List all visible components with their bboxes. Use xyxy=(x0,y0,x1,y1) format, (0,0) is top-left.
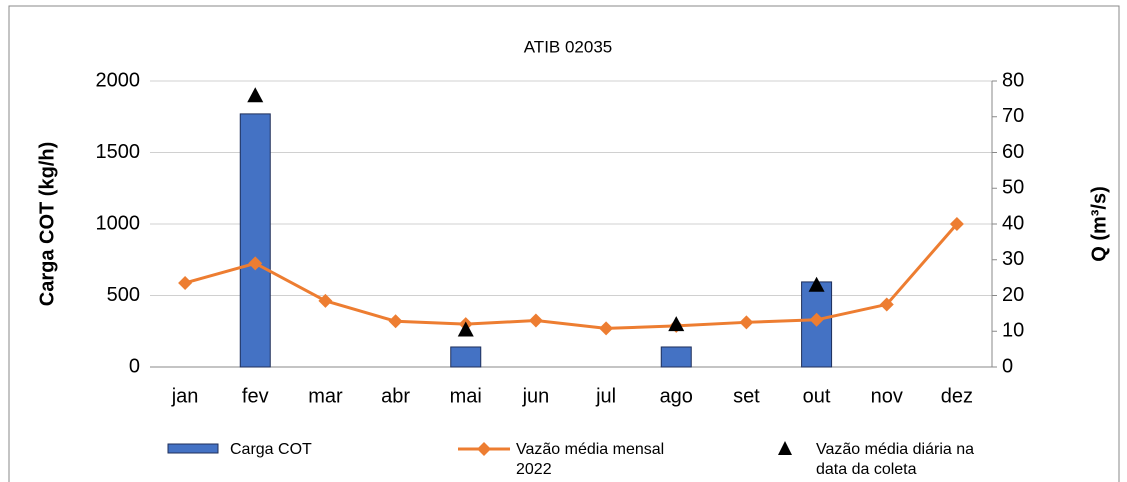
line-marker xyxy=(528,313,543,328)
chart-frame xyxy=(8,5,1120,482)
x-tick-label: jun xyxy=(522,385,550,407)
y2-tick-label: 80 xyxy=(1002,69,1024,91)
line-marker xyxy=(178,275,193,290)
x-tick-label: abr xyxy=(381,385,410,407)
bar xyxy=(660,346,692,368)
y-tick-label: 1000 xyxy=(96,212,141,234)
line-marker xyxy=(809,312,824,327)
x-tick-label: set xyxy=(733,385,760,407)
y-axis-label: Carga COT (kg/h) xyxy=(36,142,58,306)
legend-swatch xyxy=(167,443,219,454)
x-tick-label: jul xyxy=(595,385,616,407)
point xyxy=(808,276,825,292)
x-tick-label: dez xyxy=(941,385,973,407)
y2-axis-label: Q (m³/s) xyxy=(1088,186,1110,262)
legend-label: Carga COT xyxy=(230,441,312,458)
bar xyxy=(239,113,271,368)
x-tick-label: mai xyxy=(450,385,482,407)
line-marker xyxy=(739,315,754,330)
chart-title: ATIB 02035 xyxy=(524,37,613,56)
bar xyxy=(450,346,482,368)
line-marker xyxy=(388,314,403,329)
y-tick-label: 1500 xyxy=(96,141,141,163)
y2-tick-label: 50 xyxy=(1002,177,1024,199)
x-tick-label: nov xyxy=(871,385,903,407)
y-tick-label: 2000 xyxy=(96,69,141,91)
line-marker xyxy=(879,297,894,312)
x-tick-label: mar xyxy=(308,385,343,407)
line xyxy=(184,223,959,330)
y2-tick-label: 20 xyxy=(1002,284,1024,306)
point xyxy=(457,321,474,337)
x-tick-label: ago xyxy=(660,385,693,407)
y-tick-label: 0 xyxy=(129,355,140,377)
y2-tick-label: 10 xyxy=(1002,320,1024,342)
line-marker xyxy=(248,256,263,271)
y2-tick-label: 60 xyxy=(1002,141,1024,163)
legend-label: Vazão média diária na data da coleta xyxy=(816,441,975,478)
y2-tick-label: 0 xyxy=(1002,355,1013,377)
y2-tick-label: 30 xyxy=(1002,248,1024,270)
line-marker xyxy=(318,293,333,308)
legend-swatch xyxy=(778,441,792,455)
legend-label: Vazão média mensal 2022 xyxy=(516,441,665,478)
line-marker xyxy=(599,321,614,336)
x-tick-label: fev xyxy=(242,385,269,407)
y2-tick-label: 40 xyxy=(1002,212,1024,234)
line-marker xyxy=(949,217,964,231)
x-tick-label: jan xyxy=(171,385,199,407)
y-tick-label: 500 xyxy=(107,284,140,306)
y2-tick-label: 70 xyxy=(1002,105,1024,127)
legend-swatch xyxy=(477,442,491,456)
x-tick-label: out xyxy=(803,385,831,407)
point xyxy=(668,316,685,332)
point xyxy=(247,87,264,103)
